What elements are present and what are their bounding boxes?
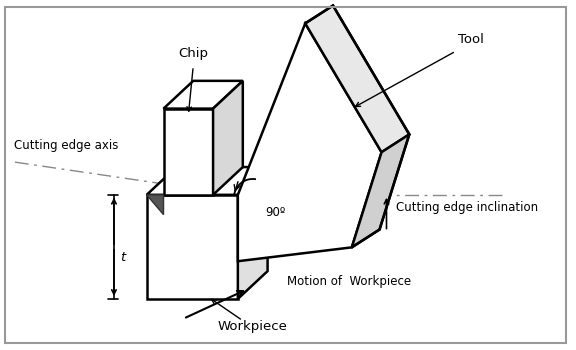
Text: Chip: Chip: [178, 47, 209, 60]
Text: Motion of  Workpiece: Motion of Workpiece: [287, 274, 411, 288]
Polygon shape: [238, 23, 381, 261]
Polygon shape: [147, 167, 268, 195]
Polygon shape: [238, 167, 268, 299]
Polygon shape: [352, 134, 410, 247]
Polygon shape: [147, 195, 164, 215]
Polygon shape: [305, 6, 410, 152]
Text: 90º: 90º: [266, 206, 286, 219]
Polygon shape: [147, 195, 238, 299]
Polygon shape: [213, 81, 243, 195]
Text: t: t: [120, 251, 126, 264]
Text: Cutting edge axis: Cutting edge axis: [14, 139, 118, 152]
Text: Workpiece: Workpiece: [218, 320, 287, 333]
Text: Tool: Tool: [458, 33, 484, 46]
Text: Cutting edge inclination: Cutting edge inclination: [396, 201, 539, 214]
Polygon shape: [164, 108, 213, 195]
Polygon shape: [164, 81, 243, 108]
